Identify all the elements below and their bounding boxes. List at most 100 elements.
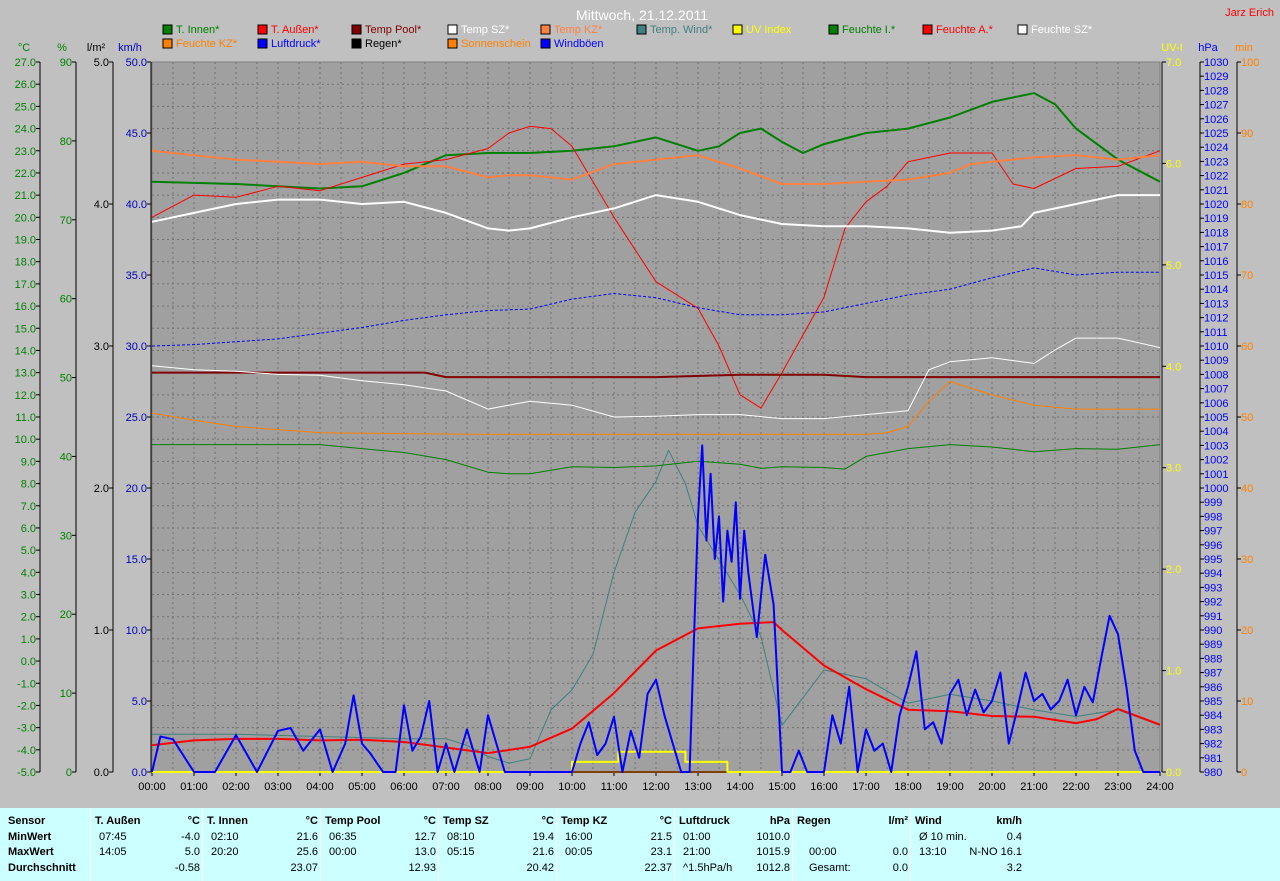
pressure-axis-tick-label: 1002: [1204, 455, 1228, 467]
celsius-axis-tick-label: 17.0: [15, 279, 36, 291]
pressure-axis-tick-label: 1011: [1204, 327, 1228, 339]
pressure-axis-tick-label: 1024: [1204, 142, 1228, 154]
pressure-axis-tick-label: 1020: [1204, 199, 1228, 211]
column-separator: [674, 808, 675, 881]
legend-swatch: [447, 38, 458, 49]
x-tick-label: 24:00: [1146, 781, 1174, 793]
legend-label: UV Index: [746, 24, 792, 36]
legend-swatch: [636, 24, 647, 35]
x-tick-label: 08:00: [474, 781, 502, 793]
percent-axis-tick-label: 10: [60, 688, 72, 700]
pressure-axis-tick-label: 996: [1204, 540, 1222, 552]
rain-axis-tick-label: 5.0: [94, 57, 109, 69]
uv-axis-tick-label: 4.0: [1166, 361, 1181, 373]
legend-swatch: [922, 24, 933, 35]
pressure-axis-tick-label: 1000: [1204, 483, 1228, 495]
uv-axis-tick-label: 5.0: [1166, 260, 1181, 272]
celsius-axis-tick-label: 16.0: [15, 301, 36, 313]
stats-value: 1012.8: [756, 862, 790, 874]
celsius-axis-tick-label: 3.0: [21, 590, 36, 602]
celsius-axis-tick-label: 1.0: [21, 634, 36, 646]
celsius-axis-tick-label: -2.0: [17, 700, 36, 712]
stats-time: 07:45: [99, 831, 127, 843]
stats-value: 5.0: [184, 846, 200, 858]
stats-time: 20:20: [211, 846, 239, 858]
minutes-axis-tick-label: 60: [1241, 341, 1253, 353]
stats-value: N-NO 16.1: [969, 846, 1022, 858]
percent-axis-tick-label: 50: [60, 373, 72, 385]
celsius-axis-tick-label: 2.0: [21, 612, 36, 624]
chart-title: Mittwoch, 21.12.2011: [576, 7, 708, 23]
rain-axis-tick-label: 1.0: [94, 625, 109, 637]
minutes-axis-unit: min: [1235, 42, 1253, 54]
stats-time: 05:15: [447, 846, 475, 858]
x-tick-label: 04:00: [306, 781, 334, 793]
wind-axis-tick-label: 15.0: [126, 554, 147, 566]
stats-header: Temp SZ: [443, 815, 489, 827]
uv-axis-tick-label: 2.0: [1166, 564, 1181, 576]
column-separator: [90, 808, 91, 881]
stats-time: 00:00: [809, 846, 837, 858]
pressure-axis-tick-label: 988: [1204, 653, 1222, 665]
pressure-axis-tick-label: 983: [1204, 724, 1222, 736]
minutes-axis-tick-label: 50: [1241, 412, 1253, 424]
stats-value: -4.0: [181, 831, 200, 843]
celsius-axis-tick-label: 23.0: [15, 146, 36, 158]
stats-time: 06:35: [329, 831, 357, 843]
rain-axis-tick-label: 0.0: [94, 767, 109, 779]
percent-axis-tick-label: 90: [60, 57, 72, 69]
legend-label: Regen*: [365, 38, 402, 50]
rain-axis-unit: l/m²: [87, 42, 106, 54]
pressure-axis-tick-label: 993: [1204, 582, 1222, 594]
pressure-axis-tick-label: 1018: [1204, 227, 1228, 239]
minutes-axis-tick-label: 10: [1241, 696, 1253, 708]
stats-time: Gesamt:: [809, 862, 851, 874]
legend-label: Temp SZ*: [461, 24, 510, 36]
rain-axis-tick-label: 4.0: [94, 199, 109, 211]
wind-axis-tick-label: 35.0: [126, 270, 147, 282]
x-tick-label: 12:00: [642, 781, 670, 793]
legend-swatch: [162, 38, 173, 49]
legend-swatch: [162, 24, 173, 35]
column-separator: [910, 808, 911, 881]
wind-axis-tick-label: 5.0: [132, 696, 147, 708]
pressure-axis-tick-label: 1023: [1204, 156, 1228, 168]
celsius-axis-tick-label: 7.0: [21, 501, 36, 513]
x-tick-label: 07:00: [432, 781, 460, 793]
celsius-axis-tick-label: -5.0: [17, 767, 36, 779]
wind-axis-tick-label: 10.0: [126, 625, 147, 637]
pressure-axis-tick-label: 1017: [1204, 242, 1228, 254]
legend: T. Innen* T. Außen* Temp Pool* Temp SZ* Temp…: [162, 24, 1093, 50]
percent-axis-tick-label: 80: [60, 136, 72, 148]
stats-header-unit: l/m²: [888, 815, 908, 827]
wind-axis-unit: km/h: [118, 42, 142, 54]
pressure-axis-tick-label: 1028: [1204, 85, 1228, 97]
legend-swatch: [828, 24, 839, 35]
pressure-axis-tick-label: 985: [1204, 696, 1222, 708]
uv-axis-tick-label: 0.0: [1166, 767, 1181, 779]
stats-value: 1010.0: [756, 831, 790, 843]
pressure-axis-tick-label: 981: [1204, 753, 1222, 765]
pressure-axis-tick-label: 989: [1204, 639, 1222, 651]
stats-value: 23.1: [650, 846, 672, 858]
pressure-axis-tick-label: 1029: [1204, 71, 1228, 83]
minutes-axis-tick-label: 70: [1241, 270, 1253, 282]
series-line-2: [152, 371, 1160, 379]
x-tick-label: 13:00: [684, 781, 712, 793]
uv-axis-unit: UV-I: [1161, 42, 1182, 54]
legend-label: Feuchte I.*: [842, 24, 896, 36]
celsius-axis-tick-label: 9.0: [21, 456, 36, 468]
celsius-axis-tick-label: 27.0: [15, 57, 36, 69]
rain-axis-tick-label: 2.0: [94, 483, 109, 495]
celsius-axis-tick-label: 12.0: [15, 390, 36, 402]
pressure-axis-tick-label: 1013: [1204, 298, 1228, 310]
stats-time: 13:10: [919, 846, 947, 858]
column-separator: [792, 808, 793, 881]
series-line-1: [151, 125, 1161, 409]
series-line-14: [151, 444, 1160, 773]
pressure-axis-tick-label: 1001: [1204, 469, 1228, 481]
uv-axis-tick-label: 7.0: [1166, 57, 1181, 69]
stats-row-label: Durchschnitt: [8, 862, 76, 874]
column-separator: [320, 808, 321, 881]
x-tick-label: 20:00: [978, 781, 1006, 793]
